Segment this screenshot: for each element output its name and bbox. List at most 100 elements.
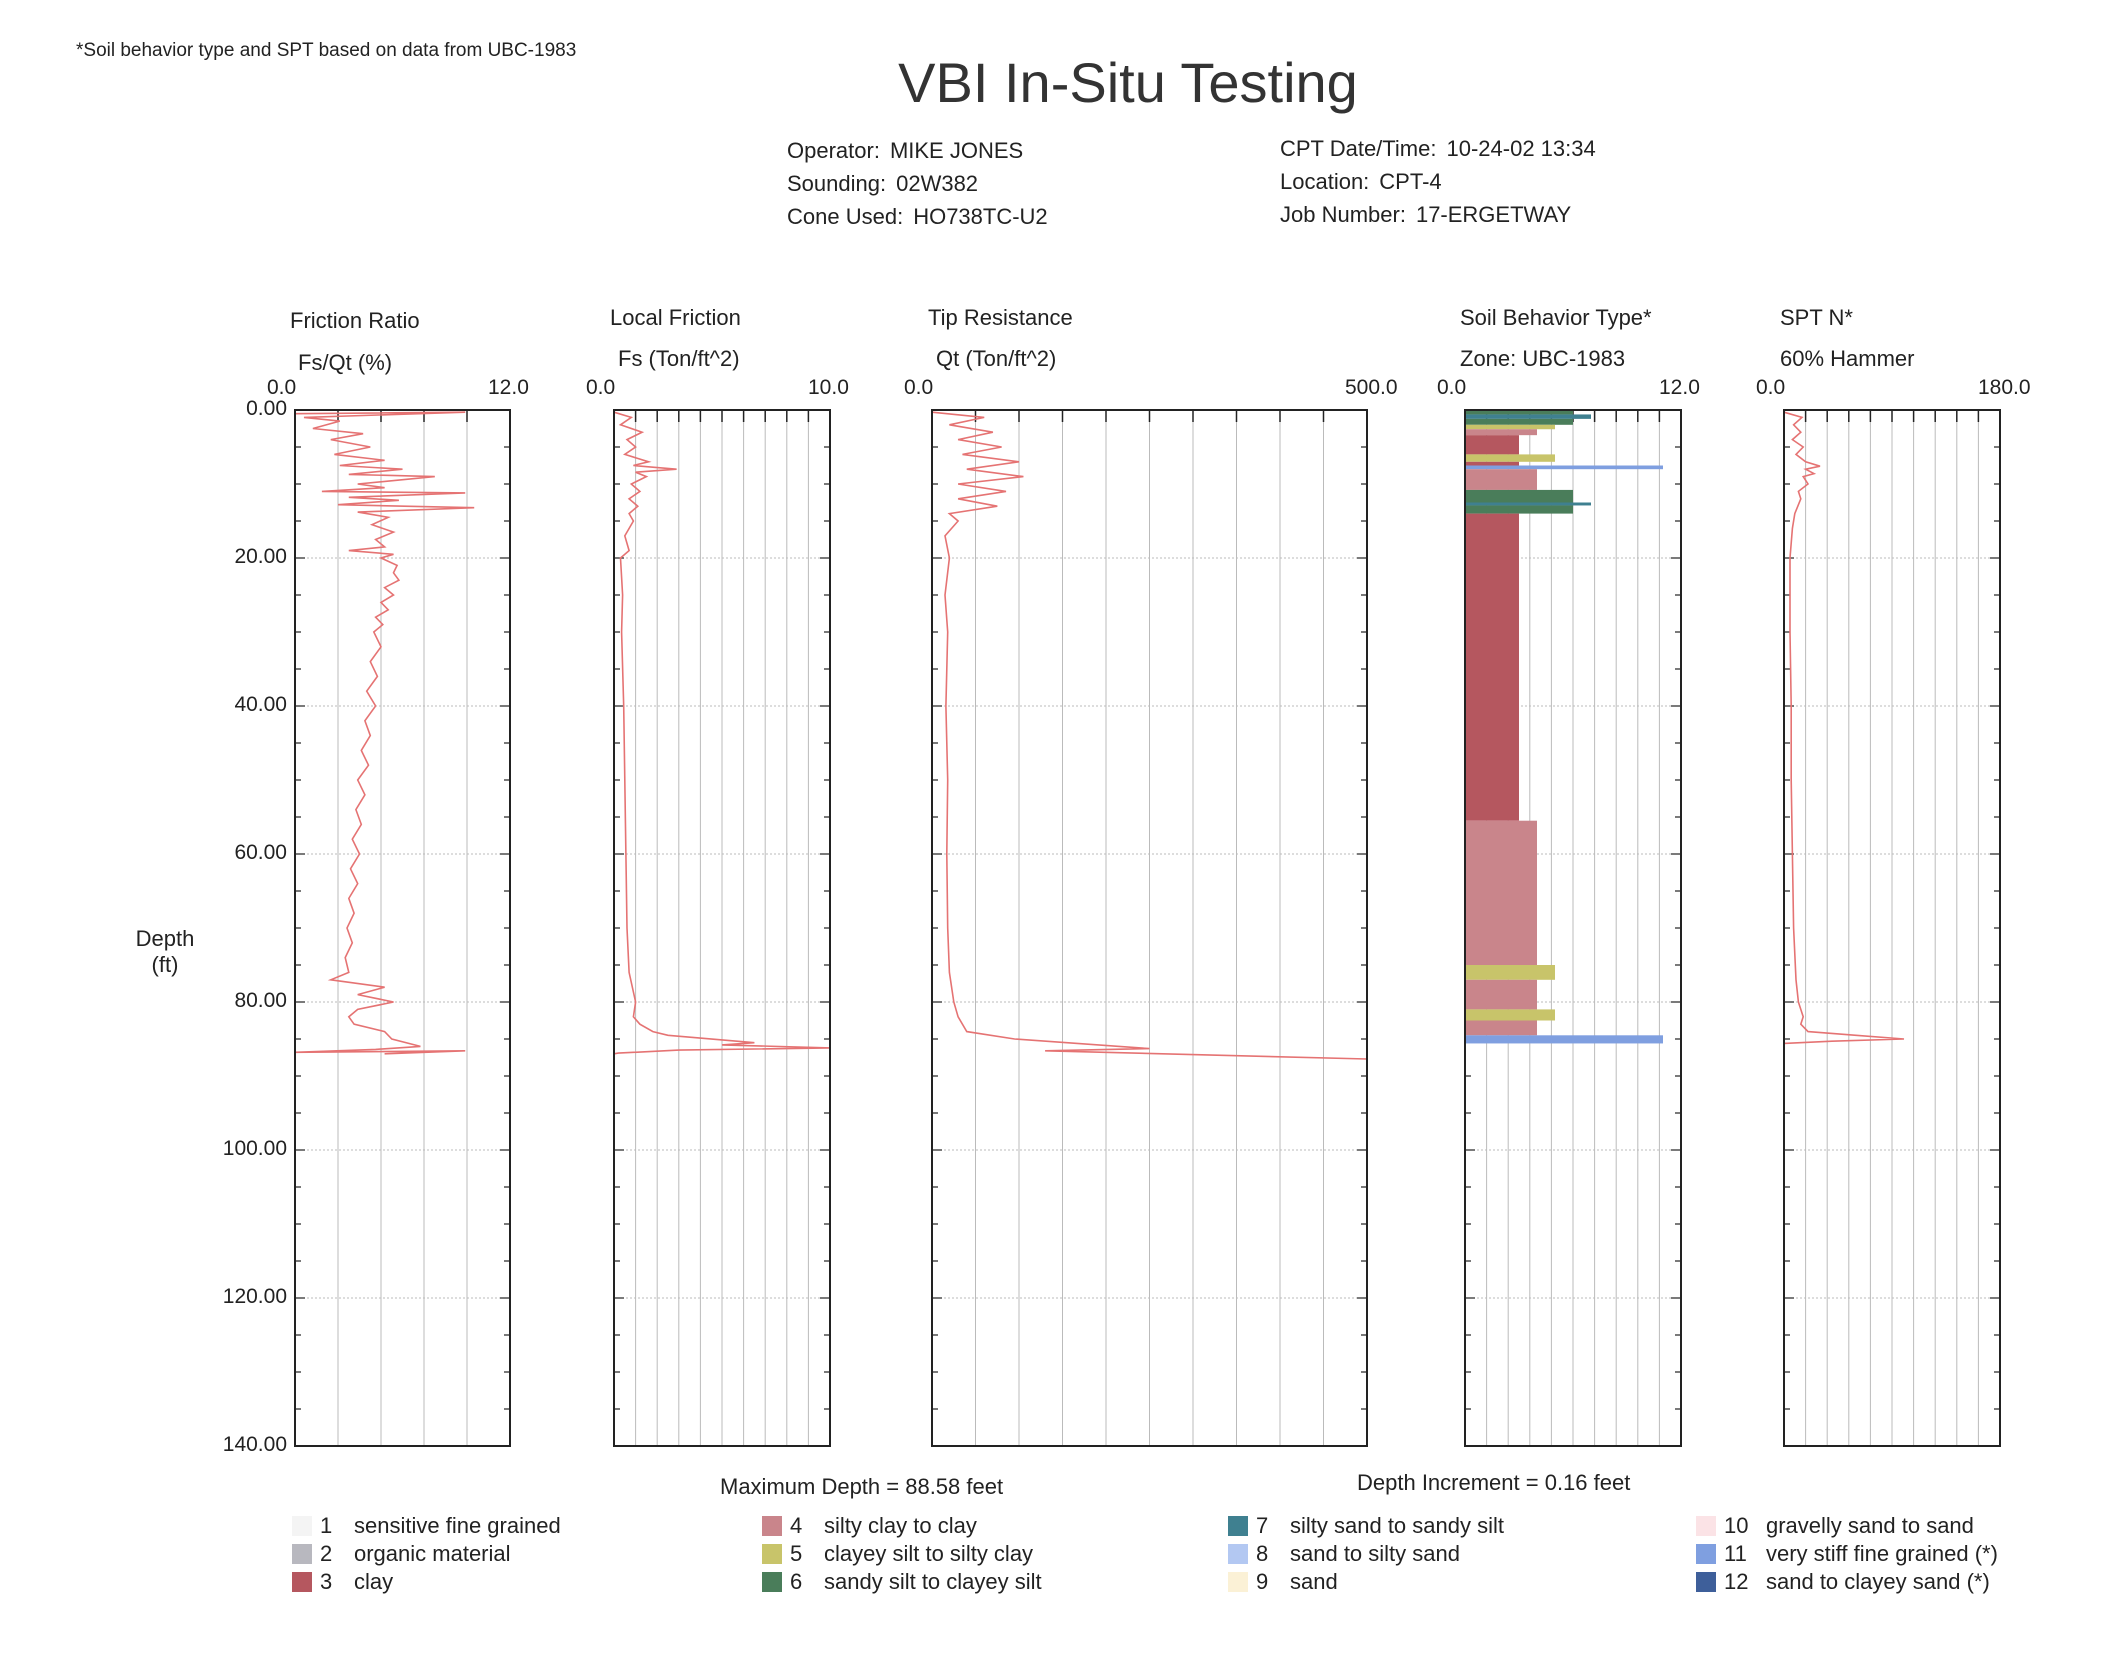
depth-tick-label: 20.00	[234, 545, 287, 568]
legend-text: sand	[1290, 1569, 1338, 1594]
depth-tick-label: 80.00	[234, 989, 287, 1012]
panel-title-3: Tip Resistance	[928, 305, 1073, 330]
legend-swatch	[1696, 1544, 1716, 1564]
legend-swatch	[1228, 1572, 1248, 1592]
legend-text: sandy silt to clayey silt	[824, 1569, 1042, 1594]
panel-xmax-3: 500.0	[1345, 376, 1398, 399]
legend-number: 5	[790, 1541, 803, 1566]
legend-text: gravelly sand to sand	[1766, 1513, 1974, 1538]
legend-swatch	[292, 1572, 312, 1592]
meta-operator: Operator: MIKE JONES	[787, 138, 1024, 163]
panel-frame-2	[613, 409, 831, 1447]
soil-layer-bar	[1465, 513, 1519, 821]
data-trace-1	[294, 411, 475, 1055]
legend-text: sensitive fine grained	[354, 1513, 561, 1538]
meta-location: Location: CPT-4	[1280, 169, 1442, 194]
soil-layer-bar	[1465, 820, 1537, 965]
legend-number: 4	[790, 1513, 803, 1538]
soil-layer-bar	[1465, 465, 1663, 470]
legend-item: 4 silty clay to clay	[762, 1513, 977, 1539]
legend-number: 11	[1724, 1541, 1747, 1566]
depth-tick-label: 100.00	[222, 1137, 287, 1160]
legend-swatch	[292, 1544, 312, 1564]
legend-item: 2 organic material	[292, 1541, 511, 1567]
legend-item: 11 very stiff fine grained (*)	[1696, 1541, 1998, 1567]
soil-layer-bar	[1465, 469, 1537, 490]
soil-layer-bar	[1465, 410, 1573, 415]
source-note: *Soil behavior type and SPT based on dat…	[76, 40, 577, 61]
panel-xmax-1: 12.0	[488, 376, 529, 399]
meta-datetime: CPT Date/Time: 10-24-02 13:34	[1280, 136, 1596, 161]
panel-frame-4	[1464, 409, 1682, 1447]
legend-text: sand to silty sand	[1290, 1541, 1460, 1566]
panel-frame-1	[294, 409, 511, 1447]
legend-swatch	[1228, 1544, 1248, 1564]
panel-xmax-4: 12.0	[1659, 376, 1700, 399]
soil-layer-bar	[1465, 965, 1555, 980]
soil-layer-bar	[1465, 1020, 1537, 1036]
legend-swatch	[1696, 1572, 1716, 1592]
legend-item: 1 sensitive fine grained	[292, 1513, 561, 1539]
legend-number: 9	[1256, 1569, 1269, 1594]
data-trace-3	[931, 411, 1368, 1060]
meta-job: Job Number: 17-ERGETWAY	[1280, 202, 1572, 227]
panel-xmax-2: 10.0	[808, 376, 849, 399]
panel-xmin-2: 0.0	[586, 376, 616, 399]
legend-number: 2	[320, 1541, 333, 1566]
legend-swatch	[762, 1544, 782, 1564]
legend-number: 10	[1724, 1513, 1749, 1538]
data-trace-2	[613, 411, 831, 1055]
meta-left: Operator: MIKE JONES Sounding: 02W382 Cone…	[787, 134, 1048, 233]
soil-layer-bar	[1465, 461, 1519, 466]
legend-text: silty sand to sandy silt	[1290, 1513, 1504, 1538]
panel-units-2: Fs (Ton/ft^2)	[618, 346, 740, 371]
legend-number: 3	[320, 1569, 333, 1594]
data-trace-5	[1783, 411, 1905, 1045]
legend-item: 9 sand	[1228, 1569, 1338, 1595]
depth-tick-label: 140.00	[222, 1433, 287, 1456]
depth-tick-label: 60.00	[234, 841, 287, 864]
legend-item: 8 sand to silty sand	[1228, 1541, 1460, 1567]
soil-layer-bar	[1465, 1009, 1555, 1021]
soil-layer-bar	[1465, 414, 1591, 419]
meta-cone: Cone Used: HO738TC-U2	[787, 204, 1048, 229]
legend-number: 12	[1724, 1569, 1749, 1594]
panel-title-2: Local Friction	[610, 305, 741, 330]
meta-right: CPT Date/Time: 10-24-02 13:34 Location: CP…	[1280, 132, 1596, 231]
legend-number: 7	[1256, 1513, 1269, 1538]
soil-layer-bar	[1465, 489, 1573, 503]
soil-layer-bar	[1465, 424, 1555, 430]
panel-title-5: SPT N*	[1780, 305, 1853, 330]
panel-xmin-1: 0.0	[267, 376, 297, 399]
legend-text: clay	[354, 1569, 394, 1594]
soil-layer-bar	[1465, 418, 1573, 425]
legend-number: 1	[320, 1513, 333, 1538]
panel-xmin-3: 0.0	[904, 376, 934, 399]
legend-number: 8	[1256, 1541, 1269, 1566]
panel-title-1: Friction Ratio	[290, 308, 420, 333]
panel-xmin-5: 0.0	[1756, 376, 1786, 399]
legend-text: silty clay to clay	[824, 1513, 977, 1538]
legend-swatch	[1696, 1516, 1716, 1536]
max-depth-text: Maximum Depth = 88.58 feet	[720, 1474, 1004, 1499]
legend-item: 6 sandy silt to clayey silt	[762, 1569, 1042, 1595]
meta-sounding: Sounding: 02W382	[787, 171, 979, 196]
legend-text: clayey silt to silty clay	[824, 1541, 1034, 1566]
panel-title-4: Soil Behavior Type*	[1460, 305, 1652, 330]
legend-item: 5 clayey silt to silty clay	[762, 1541, 1033, 1567]
legend-item: 12 sand to clayey sand (*)	[1696, 1569, 1990, 1595]
panel-units-4: Zone: UBC-1983	[1460, 346, 1626, 371]
soil-layer-bar	[1465, 502, 1591, 506]
legend-text: organic material	[354, 1541, 511, 1566]
legend-text: very stiff fine grained (*)	[1766, 1541, 1998, 1566]
panel-frame-5	[1783, 409, 2001, 1447]
depth-tick-label: 40.00	[234, 693, 287, 716]
soil-layer-bar	[1465, 429, 1537, 436]
depth-tick-label: 120.00	[222, 1285, 287, 1308]
soil-layer-bar	[1465, 979, 1537, 1010]
panel-units-1: Fs/Qt (%)	[298, 350, 393, 375]
panel-units-5: 60% Hammer	[1780, 346, 1915, 371]
panel-units-3: Qt (Ton/ft^2)	[936, 346, 1057, 371]
legend-item: 10 gravelly sand to sand	[1696, 1513, 1974, 1539]
